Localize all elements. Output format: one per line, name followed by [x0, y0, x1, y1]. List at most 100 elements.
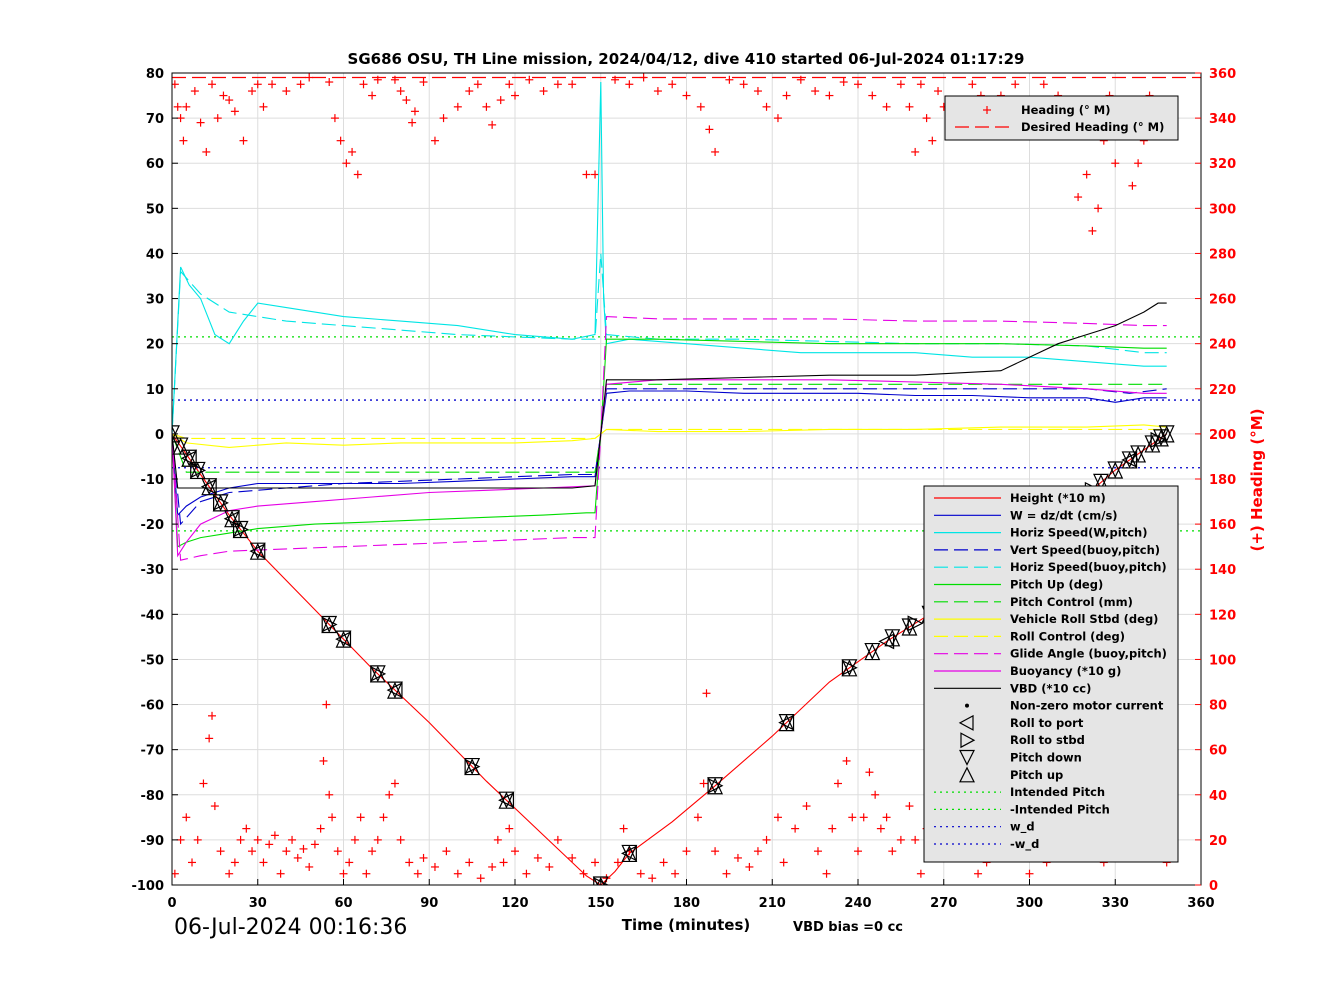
heading-point: [310, 840, 319, 849]
heading-point: [553, 835, 562, 844]
heading-point: [293, 853, 302, 862]
heading-point: [711, 847, 720, 856]
y-tick-label: -40: [141, 608, 165, 623]
right-tick-label: 300: [1209, 202, 1236, 217]
right-tick-label: 180: [1209, 473, 1236, 488]
heading-point: [453, 869, 462, 878]
y-tick-label: 60: [146, 157, 164, 172]
heading-point: [410, 107, 419, 116]
heading-point: [522, 869, 531, 878]
heading-point: [208, 80, 217, 89]
legend-label: W = dz/dt (cm/s): [1010, 508, 1118, 522]
x-axis-label: Time (minutes): [622, 916, 751, 934]
heading-point: [828, 824, 837, 833]
roll-to-stbd-marker: [370, 665, 387, 682]
heading-point: [202, 147, 211, 156]
heading-point: [419, 853, 428, 862]
heading-point: [419, 78, 428, 87]
y-tick-label: -50: [141, 653, 165, 668]
heading-point: [350, 835, 359, 844]
y-tick-label: -60: [141, 699, 165, 714]
heading-point: [496, 96, 505, 105]
right-tick-label: 340: [1209, 112, 1236, 127]
heading-point: [505, 80, 514, 89]
heading-point: [270, 831, 279, 840]
heading-point: [539, 87, 548, 96]
heading-point: [328, 813, 337, 822]
heading-point: [225, 869, 234, 878]
heading-point: [545, 862, 554, 871]
pitch-marker-up: [1158, 425, 1175, 443]
heading-point: [408, 118, 417, 127]
heading-point: [213, 114, 222, 123]
series-layer: [172, 81, 1201, 885]
roll-to-port-marker: [223, 510, 240, 527]
heading-point: [342, 159, 351, 168]
x-tick-label: 330: [1102, 896, 1129, 911]
right-tick-label: 260: [1209, 293, 1236, 308]
heading-point: [199, 779, 208, 788]
legend-swatch-tri-right: [960, 732, 976, 749]
heading-point: [368, 847, 377, 856]
pitch-marker-up: [864, 643, 881, 661]
right-tick-label: 280: [1209, 247, 1236, 262]
heading-point: [876, 824, 885, 833]
roll-to-stbd-marker: [212, 494, 229, 511]
heading-point: [248, 847, 257, 856]
heading-point: [230, 107, 239, 116]
series-line: [172, 81, 1167, 434]
x-tick-label: 30: [249, 896, 267, 911]
heading-point: [339, 869, 348, 878]
heading-point: [473, 80, 482, 89]
legend-swatch-tri-up: [959, 766, 975, 783]
heading-point: [773, 813, 782, 822]
heading-point: [439, 114, 448, 123]
x-tick-label: 360: [1187, 896, 1214, 911]
heading-point: [911, 835, 920, 844]
heading-point: [362, 869, 371, 878]
roll-to-stbd-marker: [1150, 431, 1167, 448]
x-tick-label: 120: [501, 896, 528, 911]
pitch-marker-up: [464, 758, 481, 776]
legend-box: [923, 485, 1179, 863]
roll-to-stbd-marker: [707, 777, 724, 794]
legend-label: Intended Pitch: [1010, 785, 1105, 799]
heading-point: [396, 835, 405, 844]
heading-point: [916, 80, 925, 89]
heading-point: [762, 835, 771, 844]
roll-to-port-marker: [335, 631, 352, 648]
heading-point: [636, 869, 645, 878]
legend-label: VBD (*10 cc): [1010, 681, 1091, 695]
heading-legend: Heading (° M) Desired Heading (° M): [944, 95, 1179, 141]
heading-point: [511, 847, 519, 856]
right-tick-label: 20: [1209, 834, 1227, 849]
heading-point: [653, 87, 662, 96]
heading-point: [499, 858, 508, 867]
y-tick-label: 30: [146, 293, 164, 308]
heading-point: [402, 96, 411, 105]
pitch-marker-up: [189, 462, 206, 480]
heading-point: [179, 136, 188, 145]
heading-point: [413, 869, 422, 878]
heading-point: [934, 87, 943, 96]
y-tick-label: 80: [146, 67, 164, 82]
heading-point: [802, 802, 811, 811]
legend-swatch-dot: [965, 703, 969, 708]
heading-point: [791, 824, 800, 833]
right-tick-label: 160: [1209, 518, 1236, 533]
legend-label: Horiz Speed(W,pitch): [1010, 526, 1147, 540]
heading-point: [702, 689, 711, 698]
heading-point: [1039, 80, 1048, 89]
heading-point: [336, 136, 345, 145]
heading-point: [373, 835, 382, 844]
heading-point: [330, 114, 339, 123]
heading-point: [822, 869, 831, 878]
legend-label: Height (*10 m): [1010, 491, 1106, 505]
heading-point: [208, 711, 217, 720]
legend-label: Glide Angle (buoy,pitch): [1010, 647, 1167, 661]
heading-point: [493, 835, 502, 844]
heading-point: [305, 862, 314, 871]
heading-point: [773, 114, 782, 123]
legend-label: Vert Speed(buoy,pitch): [1010, 543, 1160, 557]
right-tick-label: 120: [1209, 608, 1236, 623]
